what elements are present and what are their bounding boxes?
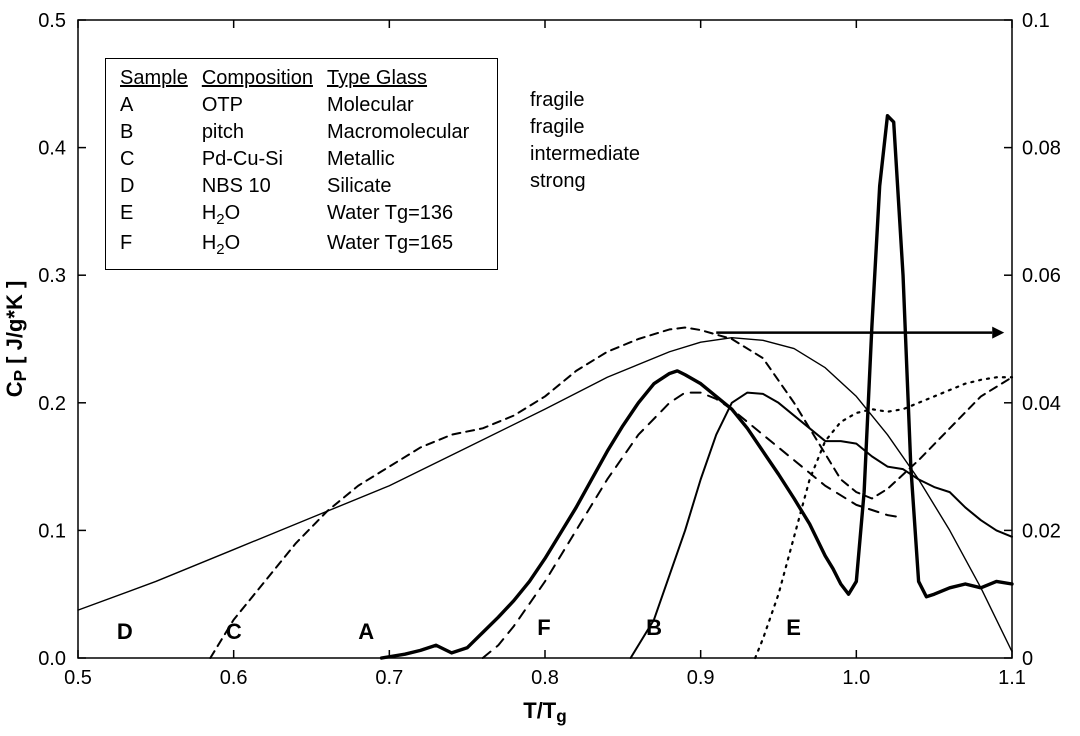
curve-label-A: A (358, 619, 374, 644)
x-tick-label: 0.5 (64, 667, 92, 689)
legend-cell: E (120, 200, 202, 230)
y-left-tick-label: 0.5 (38, 10, 66, 32)
y-right-tick-label: 0.08 (1022, 138, 1061, 160)
y-right-tick-label: 0.1 (1022, 10, 1050, 32)
curve-label-D: D (117, 619, 133, 644)
fragility-label: strong (530, 170, 586, 193)
legend-cell: F (120, 230, 202, 260)
legend-cell: Water Tg=136 (327, 200, 483, 230)
legend-header: Composition (202, 65, 327, 92)
y-left-tick-label: 0.2 (38, 393, 66, 415)
x-tick-label: 0.8 (531, 667, 559, 689)
legend-box: SampleCompositionType Glass AOTPMolecular… (105, 58, 498, 270)
fragility-label: fragile (530, 116, 584, 139)
fragility-label: intermediate (530, 143, 640, 166)
curve-label-B: B (646, 615, 662, 640)
y-right-tick-label: 0.04 (1022, 393, 1061, 415)
legend-cell: Silicate (327, 173, 483, 200)
legend-cell: NBS 10 (202, 173, 327, 200)
legend-cell: pitch (202, 119, 327, 146)
y-left-tick-label: 0.0 (38, 648, 66, 670)
legend-cell: B (120, 119, 202, 146)
y-left-tick-label: 0.4 (38, 138, 66, 160)
legend-cell: C (120, 146, 202, 173)
x-tick-label: 1.1 (998, 667, 1026, 689)
legend-cell: A (120, 92, 202, 119)
y-right-tick-label: 0 (1022, 648, 1033, 670)
fragility-label: fragile (530, 89, 584, 112)
y-right-tick-label: 0.06 (1022, 265, 1061, 287)
curve-label-C: C (226, 619, 242, 644)
x-tick-label: 0.7 (375, 667, 403, 689)
y-right-tick-label: 0.02 (1022, 520, 1061, 542)
legend-cell: Metallic (327, 146, 483, 173)
y-left-tick-label: 0.3 (38, 265, 66, 287)
x-tick-label: 0.9 (687, 667, 715, 689)
curve-label-F: F (537, 615, 550, 640)
y-left-tick-label: 0.1 (38, 520, 66, 542)
legend-cell: Macromolecular (327, 119, 483, 146)
legend-cell: D (120, 173, 202, 200)
legend-header: Type Glass (327, 65, 483, 92)
legend-cell: H2O (202, 200, 327, 230)
legend-table: SampleCompositionType Glass AOTPMolecular… (120, 65, 483, 261)
y-axis-label: CP [ J/g*K ] (2, 281, 30, 398)
legend-cell: Molecular (327, 92, 483, 119)
legend-cell: Water Tg=165 (327, 230, 483, 260)
legend-header: Sample (120, 65, 202, 92)
legend-cell: OTP (202, 92, 327, 119)
curve-label-E: E (786, 615, 801, 640)
x-axis-label: T/Tg (523, 698, 566, 726)
x-tick-label: 1.0 (842, 667, 870, 689)
x-tick-label: 0.6 (220, 667, 248, 689)
legend-cell: H2O (202, 230, 327, 260)
legend-cell: Pd-Cu-Si (202, 146, 327, 173)
